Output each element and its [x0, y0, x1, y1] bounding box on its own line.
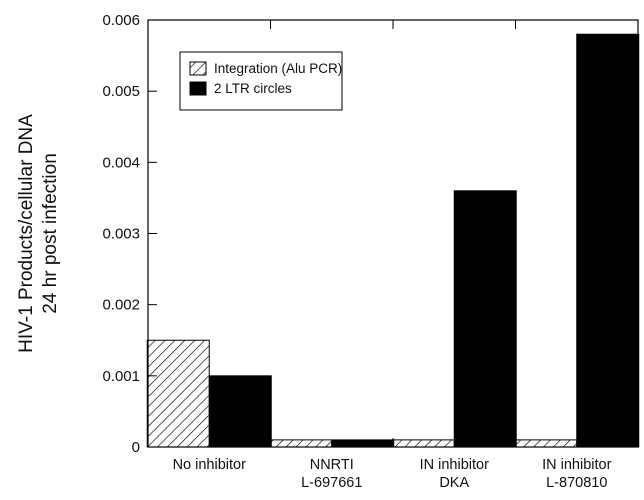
x-category-label: IN inhibitor — [542, 457, 611, 473]
x-axis-categories: No inhibitor NNRTI L-697661 IN inhibitor DKA… — [173, 457, 612, 491]
bar-2ltr — [208, 375, 272, 448]
y-axis-ticks: 0 0.001 0.002 0.003 0.004 0.005 0.006 — [102, 12, 638, 456]
legend-label: Integration (Alu PCR) — [214, 61, 342, 76]
legend-label: 2 LTR circles — [214, 81, 292, 96]
y-tick-label: 0.002 — [102, 297, 140, 314]
y-tick-label: 0 — [132, 439, 140, 456]
y-tick-label: 0.004 — [102, 154, 140, 171]
legend-box — [179, 51, 343, 111]
bar-2ltr — [331, 439, 395, 448]
legend-swatch-2ltr — [189, 81, 207, 96]
bar-integration — [146, 339, 210, 448]
y-tick-label: 0.003 — [102, 226, 140, 243]
bar-2ltr — [576, 33, 640, 448]
y-tick-label: 0.006 — [102, 12, 140, 29]
y-axis-title-line: 24 hr post infection — [40, 153, 61, 314]
bar-integration — [514, 439, 578, 448]
x-category-label: L-870810 — [546, 475, 607, 491]
x-category-label: No inhibitor — [173, 457, 247, 473]
x-category-label: NNRTI — [310, 457, 354, 473]
x-category-label: DKA — [439, 475, 469, 491]
y-axis-title: HIV-1 Products/cellular DNA 24 hr post in… — [16, 114, 61, 353]
plot-area — [146, 19, 640, 448]
bar-integration — [269, 439, 333, 448]
bar-integration — [391, 439, 455, 448]
legend-swatch-integration — [189, 61, 207, 76]
y-tick-label: 0.005 — [102, 83, 140, 100]
x-category-label: IN inhibitor — [420, 457, 489, 473]
x-category-label: L-697661 — [301, 475, 362, 491]
y-axis-title-line: HIV-1 Products/cellular DNA — [16, 114, 37, 353]
legend: Integration (Alu PCR) 2 LTR circles — [179, 51, 343, 111]
y-tick-label: 0.001 — [102, 368, 140, 385]
bar-2ltr — [453, 190, 517, 448]
